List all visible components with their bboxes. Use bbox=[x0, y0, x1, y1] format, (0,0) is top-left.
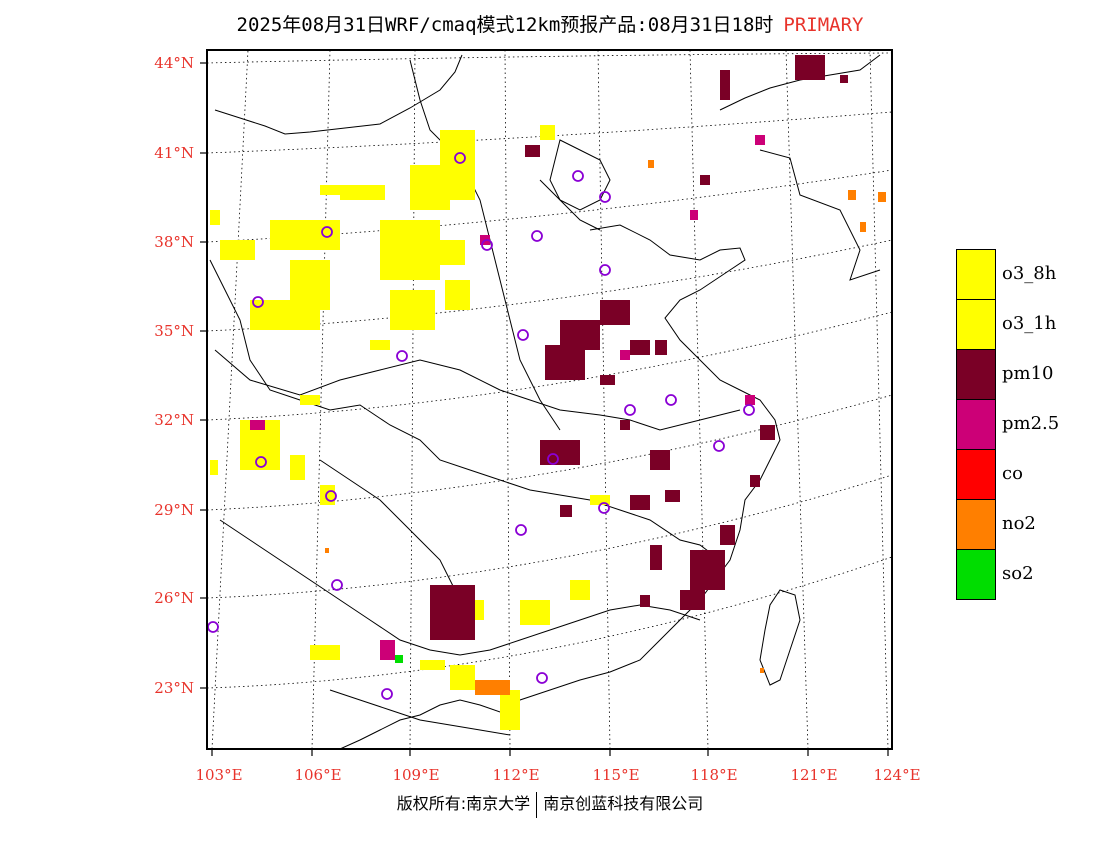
lon-label-124e: 124°E bbox=[873, 766, 921, 784]
o3-patches bbox=[210, 125, 610, 730]
legend-swatch bbox=[956, 549, 996, 600]
credit-separator bbox=[536, 791, 538, 818]
lon-label-118e: 118°E bbox=[690, 766, 738, 784]
station-markers bbox=[207, 152, 755, 700]
legend-label: o3_8h bbox=[1002, 263, 1057, 284]
lat-label-41n: 41°N bbox=[154, 144, 194, 162]
lon-label-112e: 112°E bbox=[492, 766, 540, 784]
legend-label: so2 bbox=[1002, 563, 1034, 584]
legend-swatch bbox=[956, 449, 996, 500]
legend-swatch bbox=[956, 299, 996, 350]
map-title-primary: PRIMARY bbox=[783, 14, 864, 36]
lat-label-38n: 38°N bbox=[154, 233, 194, 251]
axis-ticks bbox=[200, 62, 889, 756]
lon-label-121e: 121°E bbox=[790, 766, 838, 784]
credit-left: 版权所有:南京大学 bbox=[396, 794, 531, 813]
map-frame bbox=[206, 49, 893, 750]
legend-label: pm10 bbox=[1002, 363, 1054, 384]
lat-label-32n: 32°N bbox=[154, 411, 194, 429]
copyright-credit: 版权所有:南京大学 南京创蓝科技有限公司 bbox=[0, 790, 1100, 818]
so2-patches bbox=[395, 655, 403, 663]
legend-label: pm2.5 bbox=[1002, 413, 1060, 434]
lat-label-29n: 29°N bbox=[154, 501, 194, 519]
lon-label-103e: 103°E bbox=[195, 766, 243, 784]
no2-patches bbox=[325, 160, 886, 695]
lat-label-35n: 35°N bbox=[154, 322, 194, 340]
map-title: 2025年08月31日WRF/cmaq模式12km预报产品:08月31日18时 P… bbox=[0, 10, 1100, 37]
legend-label: co bbox=[1002, 463, 1023, 484]
legend-swatch bbox=[956, 399, 996, 450]
legend-swatch bbox=[956, 349, 996, 400]
credit-right: 南京创蓝科技有限公司 bbox=[543, 794, 704, 813]
legend-swatch bbox=[956, 249, 996, 300]
lat-label-44n: 44°N bbox=[154, 54, 194, 72]
lat-label-26n: 26°N bbox=[154, 589, 194, 607]
map-title-main: 2025年08月31日WRF/cmaq模式12km预报产品:08月31日18时 bbox=[236, 14, 774, 36]
legend-label: o3_1h bbox=[1002, 313, 1057, 334]
legend-label: no2 bbox=[1002, 513, 1036, 534]
lon-label-106e: 106°E bbox=[294, 766, 342, 784]
lon-label-109e: 109°E bbox=[392, 766, 440, 784]
pm10-patches bbox=[430, 55, 848, 640]
lon-label-115e: 115°E bbox=[592, 766, 640, 784]
lat-label-23n: 23°N bbox=[154, 679, 194, 697]
legend-swatch bbox=[956, 499, 996, 550]
